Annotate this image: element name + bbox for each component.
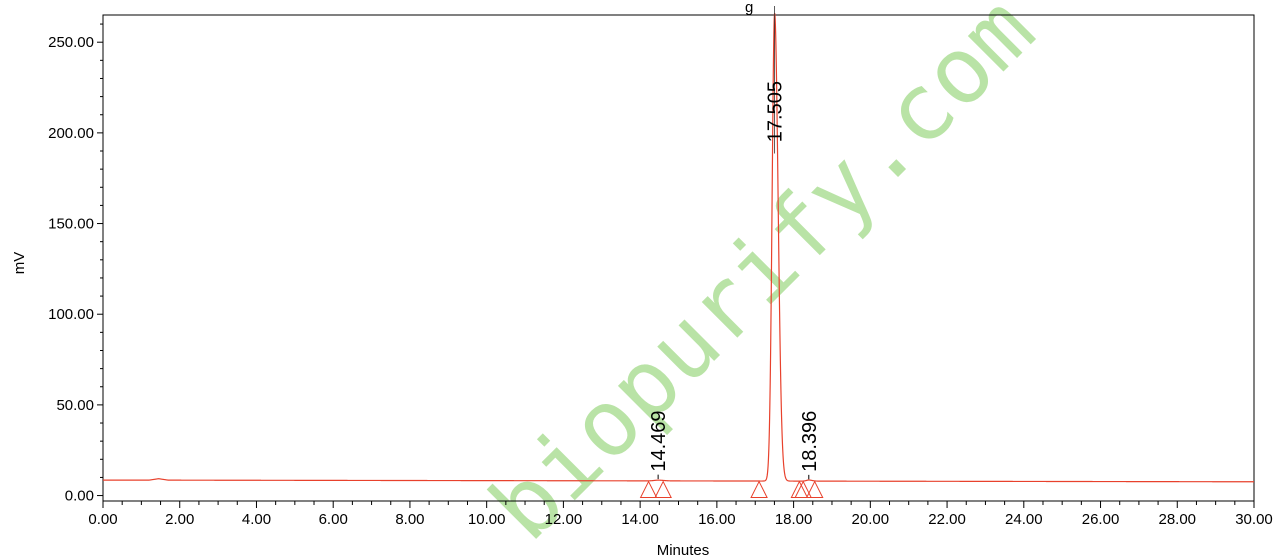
chart-title-fragment: g [745,0,753,16]
x-tick-label: 28.00 [1158,511,1196,528]
x-tick-label: 6.00 [319,511,348,528]
x-tick-label: 22.00 [928,511,966,528]
integration-marker [805,480,824,499]
series-layer [103,5,1254,483]
x-tick-label: 16.00 [698,511,736,528]
peak-labels: 14.469 17.505 18.396 [648,81,821,480]
x-tick-label: 8.00 [395,511,424,528]
peak-label: 18.396 [799,411,821,472]
x-tick-label: 4.00 [242,511,271,528]
integration-marker [639,480,658,499]
integration-markers [639,480,824,499]
peak-label: 17.505 [765,81,787,142]
integration-marker [794,480,813,499]
y-tick-label: 150.00 [48,216,94,233]
integration-marker [654,480,672,499]
axes: 0.00 50.00 100.00 150.00 200.00 250.00 0.00 2.0… [48,14,1273,528]
x-tick-label: 20.00 [852,511,890,528]
x-tick-label: 24.00 [1005,511,1043,528]
x-tick-label: 0.00 [88,511,117,528]
plot-frame [102,14,1255,502]
x-tick-label: 10.00 [468,511,506,528]
x-tick-label: 30.00 [1235,511,1273,528]
y-axis-title: mV [11,252,28,275]
x-tick-label: 18.00 [775,511,813,528]
chromatogram-trace [103,13,1254,483]
integration-marker [750,480,768,499]
x-tick-label: 2.00 [165,511,194,528]
x-tick-label: 14.00 [621,511,659,528]
y-tick-label: 50.00 [56,397,94,414]
watermark: biopurify.com [470,0,1055,557]
x-tick-label: 26.00 [1082,511,1120,528]
x-tick-label: 12.00 [545,511,583,528]
watermark-text: biopurify.com [470,0,1055,557]
y-tick-label: 0.00 [65,488,94,505]
x-axis-title: Minutes [657,542,710,557]
y-tick-label: 200.00 [48,125,94,142]
peak-label: 14.469 [648,410,670,471]
y-tick-label: 100.00 [48,306,94,323]
y-tick-label: 250.00 [48,34,94,51]
